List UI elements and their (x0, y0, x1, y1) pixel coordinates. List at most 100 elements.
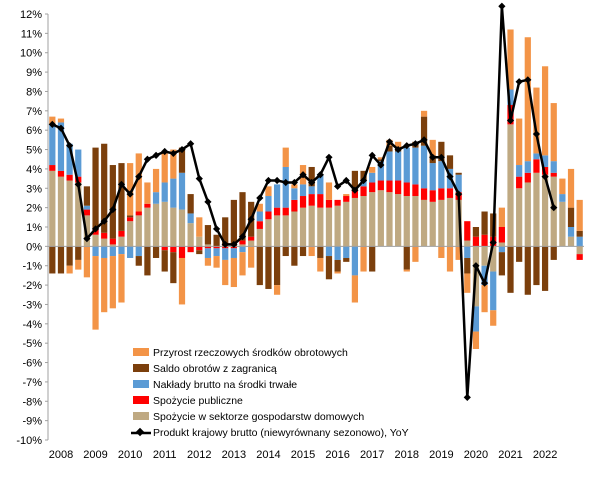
bar-net-exports-q15 (178, 147, 186, 173)
y-tick-label: 11% (21, 28, 42, 40)
bar-net-exports-q61 (576, 230, 583, 237)
bar-net-exports-q35 (351, 170, 359, 191)
legend-label-gdp: Produkt krajowy brutto (niewyrównany sez… (153, 427, 409, 439)
gdp-point-q5 (91, 225, 100, 233)
bar-public-consumption-q58 (550, 172, 557, 177)
bar-public-consumption-q6 (101, 232, 108, 239)
bar-investment-q0 (49, 124, 56, 166)
bar-household-consumption-q29 (299, 207, 307, 247)
bar-net-exports-q26 (273, 246, 281, 286)
bar-investment-q31 (317, 174, 324, 195)
bar-household-consumption-q45 (438, 199, 445, 247)
gdp-point-q8 (117, 180, 126, 188)
bar-household-consumption-q56 (533, 172, 540, 247)
y-tick-label: 0% (26, 241, 42, 253)
bar-public-consumption-q36 (360, 186, 367, 197)
bar-public-consumption-q8 (118, 230, 125, 237)
bar-household-consumption-q7 (109, 244, 116, 247)
bar-public-consumption-q25 (265, 211, 272, 220)
gdp-point-q46 (446, 173, 454, 181)
x-tick-label: 2016 (325, 449, 349, 461)
y-tick-label: -9% (22, 416, 42, 428)
bar-public-consumption-q44 (429, 190, 436, 202)
bar-net-exports-q22 (239, 192, 246, 241)
legend-label-inventories: Przyrost rzeczowych środków obrotowych (153, 347, 348, 359)
legend: Przyrost rzeczowych środków obrotowych S… (128, 343, 436, 443)
bar-public-consumption-q37 (369, 182, 376, 193)
bar-household-consumption-q15 (178, 209, 186, 247)
bar-investment-q52 (498, 246, 505, 253)
bar-net-exports-q24 (256, 246, 263, 286)
bar-inventories-q10 (135, 153, 142, 212)
bar-inventories-q48 (464, 273, 471, 293)
bar-net-exports-q55 (524, 246, 531, 295)
bar-household-consumption-q33 (334, 205, 341, 247)
bar-investment-q18 (204, 248, 212, 258)
bar-inventories-q49 (472, 331, 480, 349)
bar-net-exports-q4 (83, 186, 91, 206)
bar-net-exports-q16 (187, 194, 194, 214)
bar-public-consumption-q16 (187, 246, 194, 253)
bar-household-consumption-q54 (516, 188, 523, 247)
bar-household-consumption-q48 (464, 240, 471, 247)
y-tick-label: -3% (22, 299, 42, 311)
bar-inventories-q11 (144, 182, 151, 204)
x-tick-label: 2021 (498, 449, 522, 461)
legend-marker-gdp (135, 427, 145, 437)
gdp-point-q27 (282, 178, 290, 187)
bar-inventories-q52 (498, 207, 505, 227)
bar-inventories-q20 (222, 259, 229, 286)
bar-net-exports-q29 (299, 246, 307, 257)
gdp-point-q49 (472, 262, 480, 270)
bar-net-exports-q18 (204, 225, 212, 245)
bar-household-consumption-q60 (567, 236, 575, 247)
gdp-point-q20 (221, 240, 229, 249)
gdp-point-q3 (74, 180, 82, 188)
bar-investment-q16 (187, 213, 194, 224)
bar-inventories-q51 (490, 310, 497, 326)
bar-public-consumption-q45 (438, 188, 445, 200)
bar-public-consumption-q61 (576, 254, 583, 260)
bar-household-consumption-q23 (248, 240, 255, 247)
bar-inventories-q0 (49, 116, 56, 125)
bar-household-consumption-q34 (343, 201, 350, 247)
gdp-point-q24 (256, 194, 264, 202)
bar-net-exports-q11 (144, 246, 151, 276)
bar-investment-q1 (57, 122, 65, 171)
bar-net-exports-q27 (282, 246, 289, 257)
bar-investment-q30 (308, 186, 315, 195)
bar-household-consumption-q14 (170, 207, 177, 247)
bar-investment-q37 (369, 172, 376, 183)
bar-net-exports-q36 (360, 170, 367, 181)
bar-household-consumption-q16 (187, 223, 194, 247)
bar-inventories-q25 (265, 186, 272, 197)
y-tick-label: 9% (26, 67, 42, 79)
gdp-point-q15 (178, 145, 186, 154)
gdp-point-q44 (429, 153, 437, 161)
bar-inventories-q50 (481, 285, 488, 313)
bar-public-consumption-q13 (161, 246, 168, 251)
gdp-point-q19 (212, 225, 221, 233)
bar-investment-q6 (101, 246, 108, 258)
gdp-point-q43 (420, 136, 428, 144)
bar-inventories-q4 (83, 246, 91, 278)
gdp-point-q56 (532, 130, 541, 138)
legend-label-investment: Nakłady brutto na środki trwałe (153, 379, 297, 391)
bar-net-exports-q57 (541, 246, 549, 291)
bar-public-consumption-q23 (248, 236, 255, 241)
bar-public-consumption-q22 (239, 240, 246, 245)
bar-household-consumption-q27 (282, 215, 289, 247)
bar-net-exports-q49 (472, 227, 480, 237)
bar-public-consumption-q18 (204, 246, 212, 249)
gdp-point-q17 (195, 174, 203, 183)
bar-inventories-q56 (533, 87, 540, 154)
bar-inventories-q34 (343, 194, 350, 197)
gdp-point-q37 (368, 151, 376, 159)
bar-net-exports-q0 (49, 246, 56, 274)
bar-household-consumption-q5 (92, 234, 99, 247)
y-tick-label: -6% (22, 358, 42, 370)
bar-net-exports-q41 (403, 246, 410, 270)
gdp-point-q18 (204, 198, 212, 206)
gdp-point-q35 (351, 186, 359, 194)
legend-swatch-inventories (133, 348, 149, 356)
